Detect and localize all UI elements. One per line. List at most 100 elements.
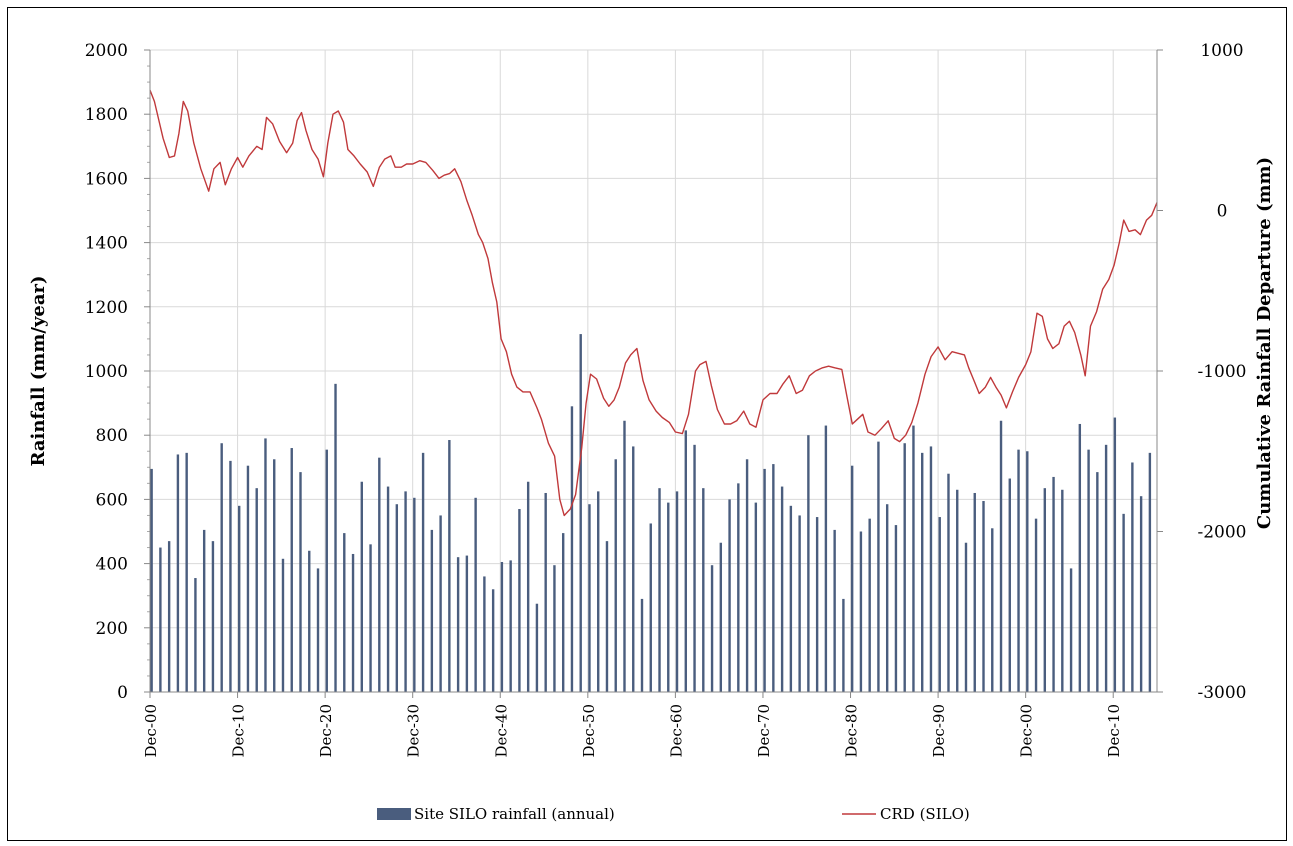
bar (343, 533, 346, 692)
y-right-tick-label: 1000 (1200, 41, 1243, 61)
bar (754, 502, 758, 692)
bar (351, 553, 355, 692)
x-tick-label: Dec-30 (405, 704, 423, 757)
bar (570, 406, 574, 692)
bar (780, 486, 784, 692)
bar (1061, 489, 1064, 692)
y-left-tick-label: 1000 (85, 362, 128, 382)
bar (220, 443, 223, 692)
bar (807, 435, 810, 692)
bar (167, 541, 171, 692)
bar (448, 440, 451, 692)
bar (465, 555, 469, 692)
bar (956, 489, 959, 692)
x-tick-label: Dec-00 (1018, 704, 1036, 757)
bar (702, 488, 705, 692)
bar (658, 488, 661, 692)
y-left-tick-label: 1200 (85, 298, 128, 318)
bar (500, 561, 504, 692)
bar (675, 491, 679, 692)
bar (1034, 518, 1038, 692)
y-right-tick-label: -2000 (1197, 523, 1246, 543)
y-left-tick-label: 2000 (85, 41, 128, 61)
y-left-tick-label: 800 (96, 426, 128, 446)
bar (588, 504, 591, 692)
legend: Site SILO rainfall (annual) CRD (SILO) (377, 805, 970, 823)
bar (798, 515, 801, 692)
bar (1122, 513, 1125, 692)
bar (973, 492, 976, 692)
bar (605, 541, 609, 692)
bar (1052, 476, 1055, 692)
bar (1131, 462, 1134, 692)
bar (982, 501, 985, 692)
legend-label-line: CRD (SILO) (880, 805, 970, 823)
x-tick-label: Dec-00 (142, 704, 160, 757)
x-tick-label: Dec-70 (755, 704, 773, 757)
bar (456, 557, 460, 692)
y-left-tick-label: 0 (117, 683, 128, 703)
bar (194, 578, 197, 692)
bar (325, 449, 328, 692)
bar (938, 517, 941, 692)
y-left-tick-label: 600 (96, 490, 128, 510)
bar (833, 529, 836, 692)
bar (229, 460, 232, 692)
bar (877, 441, 880, 692)
y-left-ticks: 0 200 400 600 800 1000 1200 1400 1600 1800 2000 (85, 41, 128, 703)
bar (202, 529, 206, 692)
bar (772, 464, 775, 692)
bar (176, 454, 180, 692)
bar (789, 505, 793, 692)
bar (246, 465, 250, 692)
x-tick-label: Dec-40 (492, 704, 510, 757)
bar (921, 452, 924, 692)
crd-line (149, 89, 1158, 517)
y-right-tick-label: -3000 (1197, 683, 1246, 703)
bar (1043, 488, 1047, 692)
y-left-tick-label: 1800 (85, 105, 128, 125)
bar (763, 468, 766, 692)
bar (947, 473, 950, 692)
bar (850, 465, 854, 692)
bar (369, 544, 372, 692)
bar (894, 525, 898, 692)
x-tick-label: Dec-50 (580, 704, 598, 757)
bar (632, 446, 635, 692)
bar (553, 565, 556, 692)
bar (885, 504, 889, 692)
bar (360, 481, 363, 692)
bar (649, 523, 652, 692)
bar (238, 505, 241, 692)
bar (1069, 568, 1073, 692)
bar (185, 452, 188, 692)
bar (1096, 472, 1099, 692)
bar (395, 504, 399, 692)
bar (693, 444, 696, 692)
bar (1078, 423, 1082, 692)
bar (535, 603, 539, 692)
bar (483, 576, 486, 692)
y-right-tick-label: 0 (1217, 202, 1228, 222)
bar (1113, 417, 1117, 692)
bar (640, 598, 644, 692)
y-left-tick-label: 1600 (85, 169, 128, 189)
bar (404, 491, 407, 692)
bar (334, 383, 337, 692)
bar (430, 529, 434, 692)
bar (868, 518, 871, 692)
bar (745, 459, 749, 692)
legend-swatch-bar (377, 808, 411, 820)
bar (159, 547, 162, 692)
bar (1148, 452, 1152, 692)
x-tick-label: Dec-80 (843, 704, 861, 757)
bar (667, 502, 670, 692)
axes (144, 49, 1163, 698)
bar (421, 452, 425, 692)
x-tick-label: Dec-10 (1105, 704, 1123, 757)
bar (413, 497, 416, 692)
legend-label-bar: Site SILO rainfall (annual) (414, 805, 615, 823)
y-left-axis-title: Rainfall (mm/year) (28, 275, 49, 466)
bar (308, 550, 311, 692)
